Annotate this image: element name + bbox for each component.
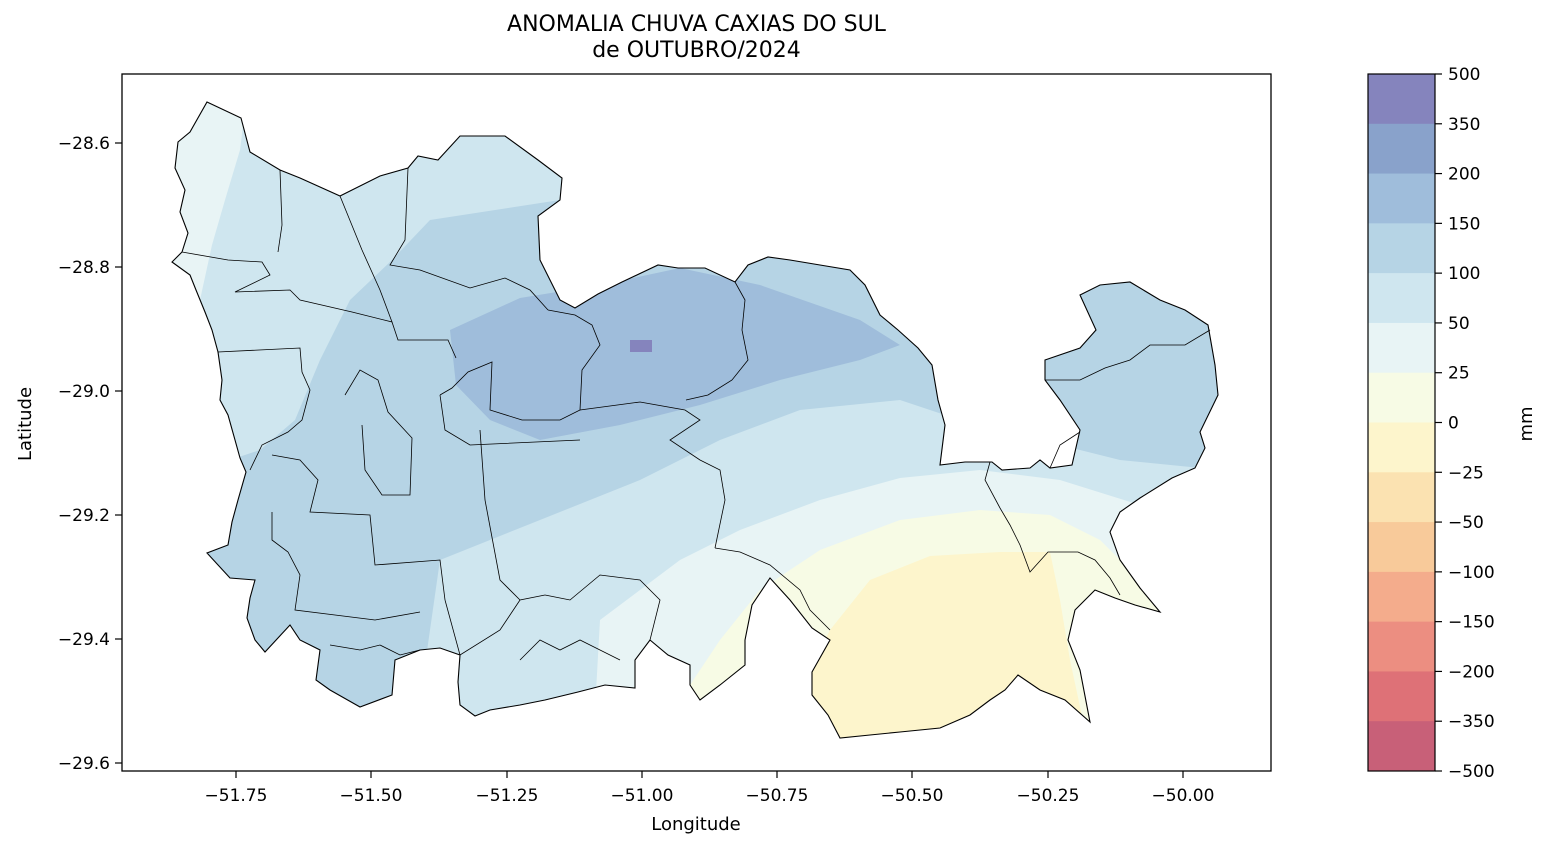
colorbar-band — [1368, 472, 1435, 523]
colorbar-band — [1368, 621, 1435, 672]
colorbar-tick-label: −200 — [1448, 662, 1495, 682]
colorbar-band — [1368, 522, 1435, 573]
colorbar-ticks: 500 350 200 150 100 50 25 0 −25 −50 −100 −150 −200 −3… — [1435, 65, 1495, 782]
colorbar-band — [1368, 571, 1435, 623]
y-tick-3: −29.0 — [58, 382, 122, 402]
colorbar-tick-label: 50 — [1448, 314, 1470, 334]
colorbar-tick-label: −350 — [1448, 712, 1495, 732]
colorbar-tick-label: 500 — [1448, 65, 1480, 85]
x-tick-label: −50.50 — [881, 786, 944, 806]
y-tick-label: −29.6 — [58, 754, 110, 774]
x-tick-4: −51.00 — [611, 771, 674, 806]
colorbar-tick-label: −500 — [1448, 762, 1495, 782]
y-tick-4: −29.2 — [58, 506, 122, 526]
y-tick-5: −29.4 — [58, 630, 122, 650]
x-axis: −51.75 −51.50 −51.25 −51.00 −50.75 −50.5… — [205, 771, 1215, 835]
colorbar-band — [1368, 721, 1435, 772]
x-tick-label: −50.75 — [746, 786, 809, 806]
x-tick-label: −51.00 — [611, 786, 674, 806]
zone-150-200 — [450, 268, 900, 440]
map-title: ANOMALIA CHUVA CAXIAS DO SUL de OUTUBRO/… — [122, 12, 1271, 64]
x-tick-6: −50.50 — [881, 771, 944, 806]
colorbar-band — [1368, 322, 1435, 374]
colorbar-tick-label: −150 — [1448, 613, 1495, 633]
y-tick-label: −29.4 — [58, 630, 110, 650]
x-axis-label: Longitude — [651, 814, 741, 835]
zone-200-350 — [630, 340, 652, 352]
colorbar-band — [1368, 123, 1435, 175]
colorbar: 500 350 200 150 100 50 25 0 −25 −50 −100 −150 −200 −3… — [1367, 65, 1537, 782]
colorbar-tick-label: −25 — [1448, 463, 1484, 483]
zone-100-150-east — [1040, 330, 1218, 392]
y-tick-label: −28.6 — [58, 134, 110, 154]
colorbar-band — [1368, 173, 1435, 224]
x-tick-label: −50.00 — [1152, 786, 1215, 806]
colorbar-tick-label: −100 — [1448, 563, 1495, 583]
y-axis-label: Latitude — [15, 387, 36, 461]
x-tick-8: −50.00 — [1152, 771, 1215, 806]
y-axis: −28.6 −28.8 −29.0 −29.2 −29.4 −29.6 Lati… — [15, 134, 122, 774]
colorbar-band — [1368, 223, 1435, 274]
y-tick-2: −28.8 — [58, 258, 122, 278]
x-tick-2: −51.50 — [340, 771, 403, 806]
x-tick-7: −50.25 — [1017, 771, 1080, 806]
colorbar-label: mm — [1516, 406, 1537, 441]
x-tick-5: −50.75 — [746, 771, 809, 806]
colorbar-band — [1368, 372, 1435, 423]
y-tick-label: −28.8 — [58, 258, 110, 278]
municipality-borders — [181, 167, 1211, 661]
colorbar-tick-label: 200 — [1448, 165, 1480, 185]
title-line-2: de OUTUBRO/2024 — [592, 38, 801, 63]
zone-minus25-0 — [800, 552, 1100, 738]
colorbar-tick-label: 0 — [1448, 414, 1459, 434]
y-tick-label: −29.0 — [58, 382, 110, 402]
colorbar-tick-label: −50 — [1448, 513, 1484, 533]
colorbar-tick-label: 25 — [1448, 364, 1470, 384]
colorbar-tick-label: 150 — [1448, 214, 1480, 234]
x-tick-1: −51.75 — [205, 771, 268, 806]
colorbar-band — [1368, 273, 1435, 324]
colorbar-band — [1368, 671, 1435, 722]
colorbar-band — [1368, 422, 1435, 473]
y-tick-label: −29.2 — [58, 506, 110, 526]
colorbar-tick-label: 100 — [1448, 264, 1480, 284]
y-tick-6: −29.6 — [58, 754, 122, 774]
title-line-1: ANOMALIA CHUVA CAXIAS DO SUL — [507, 12, 886, 37]
x-tick-label: −51.50 — [340, 786, 403, 806]
map-axes-frame — [121, 73, 1272, 772]
zone-25-50-northwest-edge — [172, 102, 250, 320]
colorbar-tick-label: 350 — [1448, 115, 1480, 135]
y-tick-1: −28.6 — [58, 134, 122, 154]
x-tick-label: −50.25 — [1017, 786, 1080, 806]
colorbar-band — [1368, 74, 1435, 125]
colorbar-bands — [1368, 74, 1435, 772]
x-tick-label: −51.25 — [476, 786, 539, 806]
x-tick-3: −51.25 — [476, 771, 539, 806]
x-tick-label: −51.75 — [205, 786, 268, 806]
